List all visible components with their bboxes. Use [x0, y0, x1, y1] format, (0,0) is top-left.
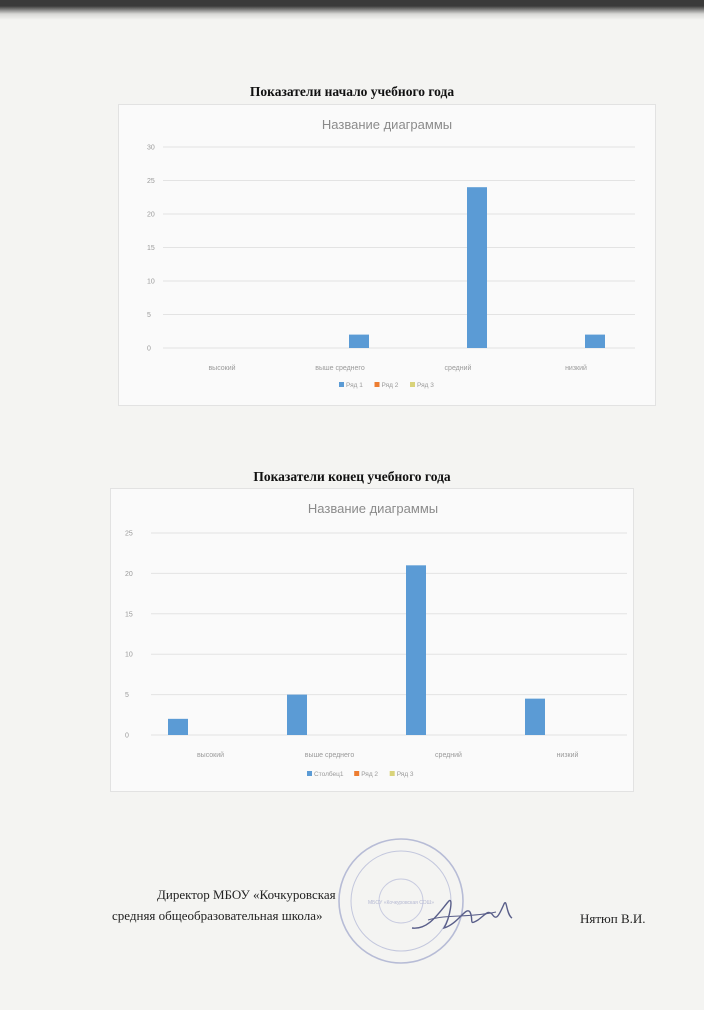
chart2-category-label: выше среднего [305, 752, 355, 759]
chart1-bar [467, 187, 487, 348]
chart1-svg: Название диаграммы 0 5 10 15 20 25 30 высокий выш… [147, 117, 635, 389]
signature-position-line1: Директор МБОУ «Кочкуровская [157, 887, 336, 902]
chart1-legend-label: Ряд 3 [417, 382, 434, 389]
signature-name: Нятюп В.И. [580, 911, 646, 926]
chart1-legend-swatch [339, 382, 344, 387]
chart1-legend-swatch [374, 382, 380, 387]
chart1-title: Название диаграммы [322, 117, 452, 132]
chart2-frame: Название диаграммы 0 5 10 15 20 25 высокий выше … [110, 488, 634, 792]
scan-top-edge [0, 0, 704, 20]
chart1-ytick-label: 0 [147, 346, 151, 353]
chart1-legend-label: Ряд 2 [382, 382, 399, 389]
chart2-legend-swatch [389, 771, 395, 776]
chart2-legend-swatch [307, 771, 312, 776]
chart2-category-label: низкий [557, 751, 579, 759]
chart2-ytick-label: 15 [125, 611, 133, 618]
chart2-bar [525, 698, 545, 735]
stamp-text: МБОУ «Кочкуровская СОШ» [368, 900, 434, 906]
chart2-category-label: средний [435, 751, 462, 759]
chart1-bar [585, 334, 605, 348]
chart2-legend-label: Столбец1 [314, 770, 344, 778]
signature-underline [427, 911, 497, 921]
chart1-ytick-label: 20 [147, 212, 155, 219]
chart1-category-label: выше среднего [315, 365, 365, 372]
chart1-legend-label: Ряд 1 [346, 382, 363, 389]
chart1-category-label: средний [445, 364, 472, 372]
handwritten-signature [411, 899, 513, 930]
chart1-bar [349, 334, 369, 348]
chart2-category-label: высокий [197, 751, 224, 759]
signature-stroke [411, 899, 513, 930]
chart1-frame: Название диаграммы 0 5 10 15 20 25 30 высокий выш… [118, 104, 656, 406]
chart2-legend-swatch [354, 771, 360, 776]
chart2-ytick-label: 0 [125, 733, 129, 740]
chart2-legend-label: Ряд 3 [397, 771, 414, 778]
chart1-heading: Показатели начало учебного года [249, 84, 455, 99]
signature-position-line2: средняя общеобразовательная школа» [112, 908, 323, 923]
stamp-outer-ring [338, 838, 464, 964]
chart2-ytick-label: 10 [125, 652, 133, 659]
chart2-legend-label: Ряд 2 [361, 771, 378, 778]
chart1-ytick-label: 15 [147, 245, 155, 252]
chart1-ytick-label: 30 [147, 145, 155, 152]
chart2-bar [168, 718, 188, 735]
chart2-bar [406, 565, 426, 735]
chart2-ytick-label: 20 [125, 571, 133, 578]
chart2-title: Название диаграммы [308, 501, 438, 516]
chart1-ytick-label: 25 [147, 178, 155, 185]
chart2-ytick-label: 25 [125, 531, 133, 538]
chart1-ytick-label: 10 [147, 279, 155, 286]
chart1-category-label: высокий [208, 364, 235, 372]
stamp-center-ring [378, 878, 424, 924]
chart2-bar [287, 694, 307, 735]
chart2-ytick-label: 5 [125, 692, 129, 699]
chart2-heading: Показатели конец учебного года [253, 469, 451, 484]
chart2-svg: Название диаграммы 0 5 10 15 20 25 высокий выше … [125, 501, 627, 778]
chart1-legend-swatch [410, 382, 415, 387]
chart1-category-label: низкий [565, 364, 587, 372]
chart1-ytick-label: 5 [147, 312, 151, 319]
